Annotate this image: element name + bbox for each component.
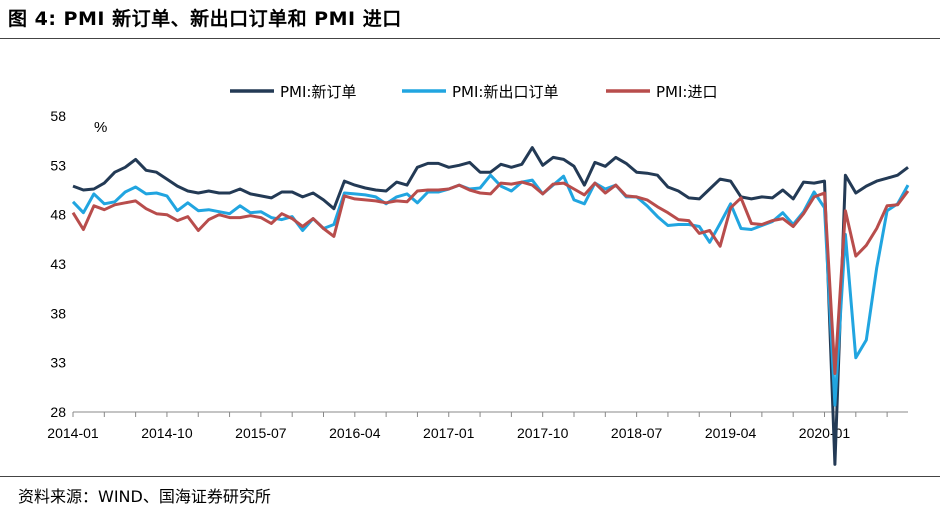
x-tick-label-8: 2020-01 (799, 425, 851, 441)
legend-label-1: PMI:新出口订单 (452, 83, 558, 101)
x-axis: 2014-01 2014-10 2015-07 2016-04 2017-01 2017-… (47, 411, 908, 441)
x-tick-label-1: 2014-10 (141, 425, 193, 441)
figure-title: 图 4: PMI 新订单、新出口订单和 PMI 进口 (8, 8, 402, 30)
title-divider (0, 38, 940, 39)
x-tick-label-3: 2016-04 (329, 425, 381, 441)
x-tick-label-0: 2014-01 (47, 425, 99, 441)
source-divider (0, 476, 940, 477)
x-tick-label-5: 2017-10 (517, 425, 569, 441)
y-tick-label-6: 58 (50, 108, 66, 124)
series-line-2 (71, 180, 910, 375)
y-tick-label-1: 33 (50, 355, 66, 371)
chart-legend: PMI:新订单 PMI:新出口订单 PMI:进口 (230, 83, 717, 101)
y-unit-label: % (94, 119, 107, 136)
y-tick-label-3: 43 (50, 256, 66, 272)
y-tick-label-2: 38 (50, 305, 66, 321)
line-chart: PMI:新订单 PMI:新出口订单 PMI:进口 % 28333843485358 … (47, 83, 910, 466)
x-tick-label-6: 2018-07 (611, 425, 663, 441)
x-tick-label-4: 2017-01 (423, 425, 475, 441)
x-tick-label-7: 2019-04 (705, 425, 757, 441)
series-layer (71, 146, 910, 466)
y-tick-label-5: 53 (50, 157, 66, 173)
y-axis: 28 33 38 43 48 53 58 (50, 108, 66, 420)
legend-label-0: PMI:新订单 (280, 83, 356, 101)
source-note: 资料来源：WIND、国海证券研究所 (18, 487, 271, 506)
series-line-0 (72, 146, 909, 466)
legend-label-2: PMI:进口 (656, 83, 717, 101)
series-line-1 (71, 173, 910, 407)
y-tick-label-4: 48 (50, 207, 66, 223)
y-tick-label-0: 28 (50, 404, 66, 420)
x-tick-label-2: 2015-07 (235, 425, 287, 441)
